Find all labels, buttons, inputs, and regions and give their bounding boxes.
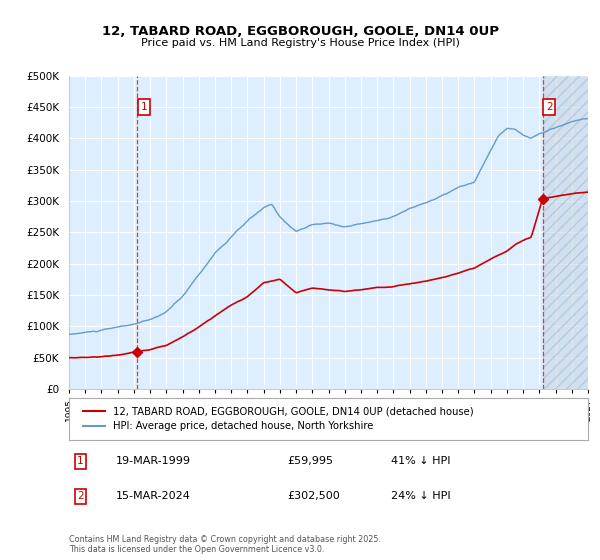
Text: Contains HM Land Registry data © Crown copyright and database right 2025.
This d: Contains HM Land Registry data © Crown c… (69, 535, 381, 554)
Text: 1: 1 (77, 456, 84, 466)
Legend: 12, TABARD ROAD, EGGBOROUGH, GOOLE, DN14 0UP (detached house), HPI: Average pric: 12, TABARD ROAD, EGGBOROUGH, GOOLE, DN14… (79, 402, 478, 435)
Text: 2: 2 (546, 102, 553, 112)
Text: £302,500: £302,500 (287, 491, 340, 501)
Text: Price paid vs. HM Land Registry's House Price Index (HPI): Price paid vs. HM Land Registry's House … (140, 38, 460, 48)
Text: 12, TABARD ROAD, EGGBOROUGH, GOOLE, DN14 0UP: 12, TABARD ROAD, EGGBOROUGH, GOOLE, DN14… (101, 25, 499, 38)
Bar (543, 76, 588, 389)
Text: 1: 1 (140, 102, 147, 112)
Text: £59,995: £59,995 (287, 456, 333, 466)
Text: 2: 2 (77, 491, 84, 501)
Text: 24% ↓ HPI: 24% ↓ HPI (391, 491, 451, 501)
Text: 19-MAR-1999: 19-MAR-1999 (116, 456, 191, 466)
Text: 41% ↓ HPI: 41% ↓ HPI (391, 456, 450, 466)
Text: 15-MAR-2024: 15-MAR-2024 (116, 491, 191, 501)
